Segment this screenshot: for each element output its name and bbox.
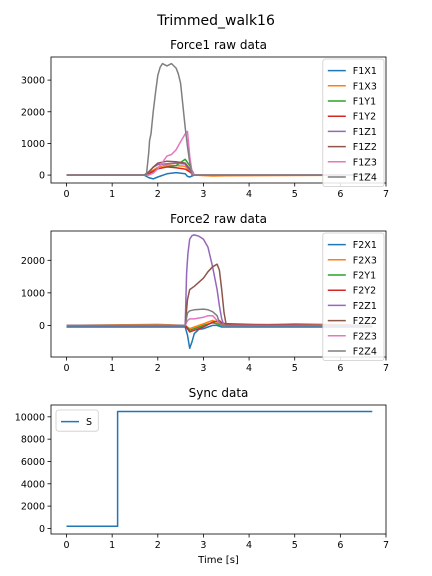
x-tick-label: 1: [109, 363, 115, 374]
x-tick-label: 2: [155, 540, 161, 551]
legend-label-s: S: [86, 417, 92, 428]
y-tick-label: 0: [39, 171, 45, 182]
legend-label-f2z1: F2Z1: [353, 301, 377, 312]
x-tick-label: 1: [109, 189, 115, 200]
legend-label-f1y2: F1Y2: [353, 112, 376, 123]
y-tick-label: 10000: [15, 412, 45, 423]
y-tick-label: 2000: [21, 502, 45, 513]
x-tick-label: 6: [337, 189, 343, 200]
x-tick-label: 3: [200, 540, 206, 551]
series-group: [66, 410, 373, 527]
legend-label-f2y1: F2Y1: [353, 271, 376, 282]
x-tick-label: 6: [337, 540, 343, 551]
y-tick-label: 8000: [21, 435, 45, 446]
y-tick-label: 0: [39, 524, 45, 535]
axes-frame: [50, 404, 387, 535]
x-tick-label: 6: [337, 363, 343, 374]
subplot-title: Force1 raw data: [170, 38, 267, 52]
x-tick-label: 0: [63, 363, 69, 374]
x-tick-label: 7: [383, 363, 389, 374]
x-tick-label: 4: [246, 363, 252, 374]
series-line-f1z4: [66, 62, 373, 176]
x-tick-label: 3: [200, 363, 206, 374]
x-tick-label: 5: [292, 363, 298, 374]
legend-label-f1x3: F1X3: [353, 81, 377, 92]
legend: S: [55, 409, 99, 432]
legend-label-f2z3: F2Z3: [353, 331, 377, 342]
series-line-f2z4: [66, 308, 373, 327]
x-tick-label: 4: [246, 540, 252, 551]
legend-label-f1y1: F1Y1: [353, 97, 376, 108]
y-tick-label: 4000: [21, 479, 45, 490]
subplot-3: Sync data 0 1 2 3 4 5 6 7 0 2000 4000 6000 8000 10000 T…: [15, 386, 389, 566]
series-line-f2z1: [66, 234, 373, 327]
series-line-s: [66, 410, 373, 527]
subplot-title: Force2 raw data: [170, 212, 267, 226]
y-tick-label: 3000: [21, 76, 45, 87]
series-group: [66, 234, 373, 349]
legend-box: [322, 58, 385, 187]
legend-label-f2z4: F2Z4: [353, 347, 377, 358]
legend-label-f1z2: F1Z2: [353, 142, 377, 153]
legend-label-f2x1: F2X1: [353, 240, 377, 251]
legend-label-f1x1: F1X1: [353, 66, 377, 77]
legend-box: [322, 232, 385, 361]
x-tick-label: 2: [155, 189, 161, 200]
legend-label-f2z2: F2Z2: [353, 316, 377, 327]
legend-label-f1z3: F1Z3: [353, 157, 377, 168]
y-tick-label: 6000: [21, 457, 45, 468]
series-line-f1z3: [66, 130, 373, 176]
y-tick-label: 1000: [21, 139, 45, 150]
x-tick-label: 4: [246, 189, 252, 200]
y-tick-label: 0: [39, 321, 45, 332]
x-tick-label: 5: [292, 189, 298, 200]
subplot-2: Force2 raw data 0 1 2 3 4 5 6 7 0 1000 2000 F2X1 F2X3…: [21, 212, 389, 374]
legend: F1X1 F1X3 F1Y1 F1Y2 F1Z1 F1Z2 F1Z3 F1Z4: [322, 58, 385, 187]
series-line-f1x1: [66, 171, 373, 180]
series-line-f2z2: [66, 263, 373, 327]
x-tick-label: 7: [383, 189, 389, 200]
subplot-1: Force1 raw data 0 1 2 3 4 5 6 7 0 1000 2000 3000 F1X1…: [21, 38, 389, 200]
y-tick-label: 1000: [21, 288, 45, 299]
x-tick-label: 0: [63, 540, 69, 551]
x-tick-label: 0: [63, 189, 69, 200]
legend-label-f2y2: F2Y2: [353, 286, 376, 297]
y-tick-label: 2000: [21, 256, 45, 267]
series-group: [66, 62, 373, 180]
figure-title: Trimmed_walk16: [156, 13, 275, 29]
x-axis-label: Time [s]: [197, 555, 239, 566]
series-line-f2y2: [66, 319, 373, 333]
subplot-title: Sync data: [189, 386, 249, 400]
legend-label-f1z1: F1Z1: [353, 127, 377, 138]
legend: F2X1 F2X3 F2Y1 F2Y2 F2Z1 F2Z2 F2Z3 F2Z4: [322, 232, 385, 361]
axes-frame: [50, 230, 387, 358]
x-tick-label: 5: [292, 540, 298, 551]
legend-box: [55, 409, 99, 432]
y-tick-label: 2000: [21, 107, 45, 118]
x-tick-label: 2: [155, 363, 161, 374]
x-tick-label: 3: [200, 189, 206, 200]
x-tick-label: 7: [383, 540, 389, 551]
legend-label-f2x3: F2X3: [353, 255, 377, 266]
x-tick-label: 1: [109, 540, 115, 551]
axes-frame: [50, 56, 387, 184]
legend-label-f1z4: F1Z4: [353, 173, 377, 184]
